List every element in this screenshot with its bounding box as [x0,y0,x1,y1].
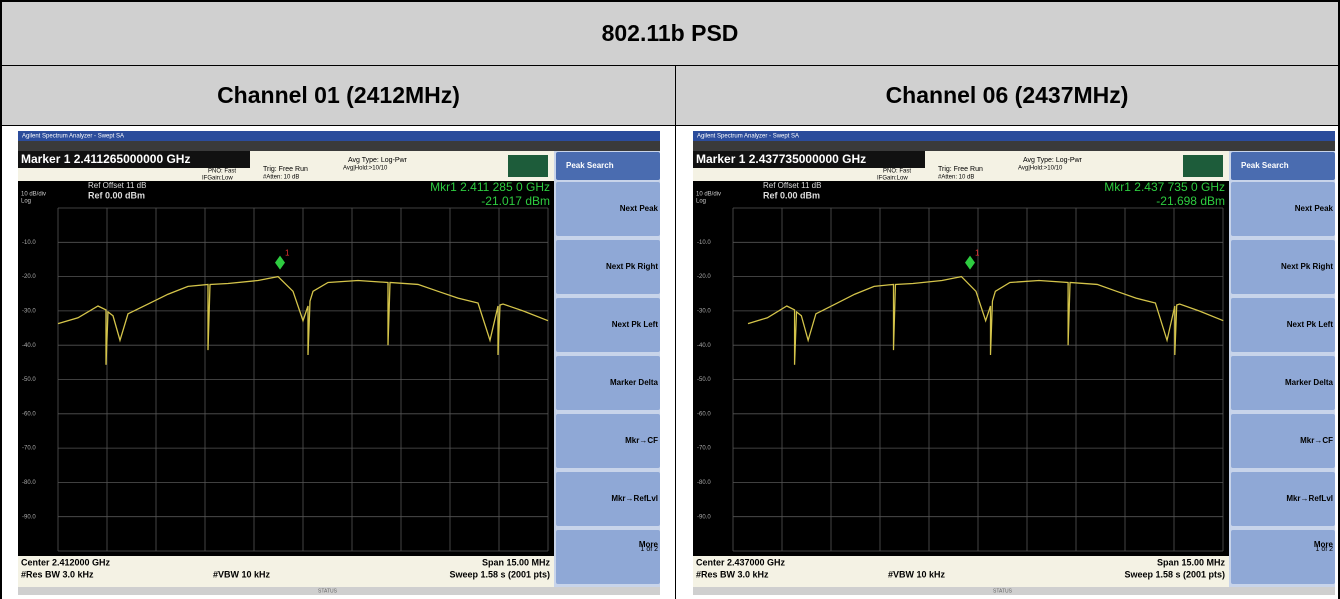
softkey-label: Mkr→RefLvl [1286,494,1333,503]
ref-offset: Ref Offset 11 dB [88,181,146,190]
softkey-label: Mkr→CF [625,436,658,445]
window-title: Agilent Spectrum Analyzer - Swept SA [22,134,124,140]
y-axis-label: -60.0 [22,411,36,417]
y-axis-label: -30.0 [22,308,36,314]
y-axis-label: -60.0 [697,411,711,417]
softkey-label: Mkr→RefLvl [611,494,658,503]
ref-offset: Ref Offset 11 dB [763,181,821,190]
plot-area [693,181,1229,556]
y-axis-label: -10.0 [697,240,711,246]
status: STATUS [993,588,1013,594]
trace-indicator [508,155,548,177]
vbw: #VBW 10 kHz [213,569,271,579]
span: Span 15.00 MHz [1157,557,1226,567]
res-bw: #Res BW 3.0 kHz [696,569,769,579]
avg-type: Avg Type: Log-Pwr [348,157,408,164]
avg-hold: Avg|Hold:>10/10 [343,166,388,172]
softkey-label: Mkr→CF [1300,436,1333,445]
marker-number: 1 [285,249,290,258]
softkey [1231,530,1335,584]
softkey-label: Next Pk Right [1281,262,1333,271]
analyzer-screenshot: Agilent Spectrum Analyzer - Swept SA Mark… [18,131,660,595]
softkey [556,530,660,584]
marker-level: -21.698 dBm [1156,194,1225,208]
y-axis-label: -70.0 [22,446,36,452]
ifgain: IFGain:Low [202,176,233,182]
marker-frequency: Mkr1 2.437 735 0 GHz [1104,180,1225,194]
analyzer-screenshot: Agilent Spectrum Analyzer - Swept SA Mark… [693,131,1335,595]
marker-frequency: Mkr1 2.411 285 0 GHz [430,180,550,194]
y-axis-label: -20.0 [697,274,711,280]
avg-type: Avg Type: Log-Pwr [1023,157,1083,164]
sweep: Sweep 1.58 s (2001 pts) [449,569,550,579]
pno: PNO: Fast [883,169,911,175]
softkey-label: Next Peak [620,204,659,213]
res-bw: #Res BW 3.0 kHz [21,569,94,579]
y-axis-label: -80.0 [22,480,36,486]
softkey-page: 1 of 2 [640,546,658,553]
y-axis-label: -80.0 [697,480,711,486]
atten: #Atten: 10 dB [263,175,299,181]
marker-readout: Marker 1 2.411265000000 GHz [21,152,190,166]
marker-level: -21.017 dBm [481,194,550,208]
y-axis-label: -50.0 [22,377,36,383]
trace-indicator [1183,155,1223,177]
y-axis-label: -40.0 [697,343,711,349]
trig: Trig: Free Run [938,166,983,173]
softkey-label: Next Pk Left [612,320,659,329]
pno: PNO: Fast [208,169,236,175]
marker-readout: Marker 1 2.437735000000 GHz [696,152,866,166]
document: 802.11b PSD Channel 01 (2412MHz) Channel… [0,0,1340,599]
column-header: Channel 06 (2437MHz) [675,65,1340,126]
atten: #Atten: 10 dB [938,175,974,181]
span: Span 15.00 MHz [482,557,551,567]
softkey-label: Marker Delta [610,378,659,387]
y-axis-label: -50.0 [697,377,711,383]
y-axis-label: -70.0 [697,446,711,452]
sweep: Sweep 1.58 s (2001 pts) [1124,569,1225,579]
softkey-page: 1 of 2 [1315,546,1333,553]
status: STATUS [318,588,338,594]
softkey-label: Next Pk Right [606,262,658,271]
y-axis-label: -10.0 [22,240,36,246]
softkey-label: Next Pk Left [1287,320,1334,329]
softkey-label: Marker Delta [1285,378,1334,387]
scale: 10 dB/div [696,192,721,198]
avg-hold: Avg|Hold:>10/10 [1018,166,1063,172]
ifgain: IFGain:Low [877,176,908,182]
y-axis-label: -20.0 [22,274,36,280]
y-axis-label: -40.0 [22,343,36,349]
softkey-label: Peak Search [1241,161,1289,170]
log-label: Log [21,199,31,205]
status-bar [693,587,1335,595]
ref-level: Ref 0.00 dBm [763,190,820,200]
ref-level: Ref 0.00 dBm [88,190,145,200]
marker-number: 1 [975,249,980,258]
status-strip [18,141,660,151]
log-label: Log [696,199,706,205]
trig: Trig: Free Run [263,166,308,173]
status-bar [18,587,660,595]
softkey-label: Peak Search [566,161,614,170]
center-frequency: Center 2.437000 GHz [696,557,786,567]
softkey-label: Next Peak [1295,204,1334,213]
plot-area [18,181,554,556]
status-strip [693,141,1335,151]
scale: 10 dB/div [21,192,46,198]
y-axis-label: -90.0 [22,514,36,520]
window-title: Agilent Spectrum Analyzer - Swept SA [697,134,799,140]
column-header: Channel 01 (2412MHz) [0,65,676,126]
table-title: 802.11b PSD [0,0,1340,66]
center-frequency: Center 2.412000 GHz [21,557,111,567]
y-axis-label: -30.0 [697,308,711,314]
y-axis-label: -90.0 [697,514,711,520]
vbw: #VBW 10 kHz [888,569,946,579]
